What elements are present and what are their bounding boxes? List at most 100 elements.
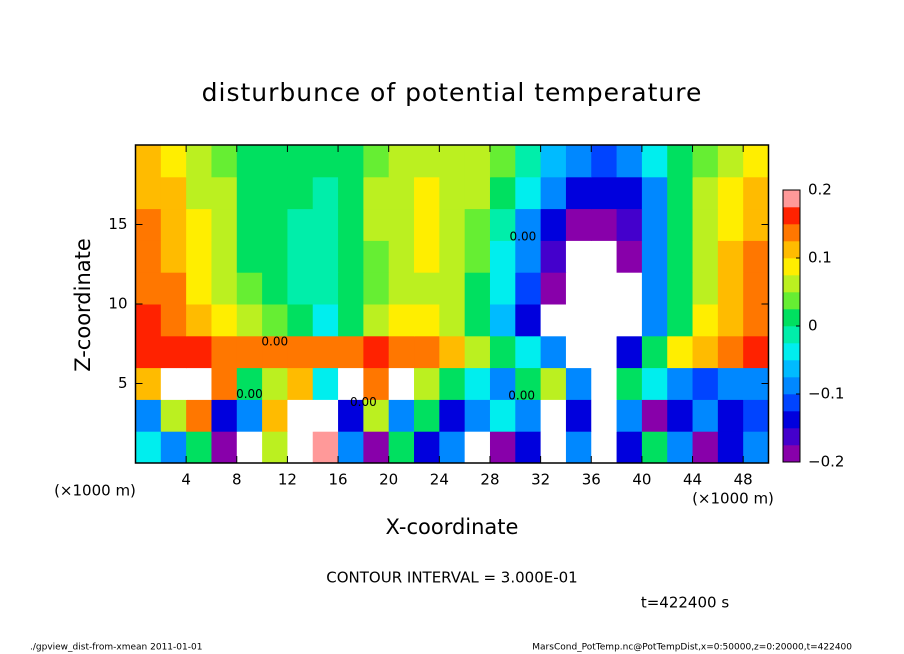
- x-tick-label: 4: [181, 471, 191, 489]
- heatmap-cell: [692, 145, 719, 178]
- colorbar-band: [783, 326, 800, 344]
- heatmap-cell: [211, 272, 238, 305]
- y-tick-label: 5: [118, 374, 128, 392]
- heatmap-cell: [717, 145, 744, 178]
- heatmap-cell: [262, 145, 288, 178]
- heatmap-cell: [312, 399, 339, 432]
- heatmap-cell: [717, 304, 744, 337]
- heatmap-cell: [414, 367, 440, 400]
- heatmap-cell: [135, 399, 162, 432]
- contour-label: 0.00: [508, 389, 535, 403]
- heatmap-cell: [540, 335, 567, 369]
- heatmap-cell: [287, 240, 314, 273]
- heatmap-cell: [743, 145, 769, 178]
- heatmap-cell: [439, 176, 466, 210]
- x-tick-label: 16: [329, 471, 348, 489]
- colorbar-band: [783, 207, 800, 225]
- heatmap-cell: [565, 240, 592, 273]
- heatmap-cell: [236, 431, 263, 464]
- heatmap-cell: [464, 431, 491, 464]
- heatmap-cell: [565, 272, 592, 305]
- heatmap-cell: [135, 272, 162, 305]
- heatmap-cell: [667, 272, 694, 305]
- x-tick-label: 36: [582, 471, 601, 489]
- heatmap-cell: [312, 367, 339, 400]
- heatmap-cell: [641, 431, 668, 464]
- heatmap-cell: [641, 176, 668, 210]
- heatmap-cell: [515, 240, 542, 273]
- heatmap-cell: [641, 335, 668, 369]
- heatmap-cell: [616, 145, 643, 178]
- heatmap-cell: [211, 176, 238, 210]
- heatmap-cell: [236, 145, 263, 178]
- heatmap-cell: [565, 431, 592, 464]
- heatmap-cell: [312, 176, 339, 210]
- heatmap-cell: [692, 176, 719, 210]
- heatmap-cell: [540, 208, 567, 241]
- heatmap-cell: [743, 272, 769, 305]
- heatmap-cell: [287, 208, 314, 241]
- heatmap-cell: [489, 272, 516, 305]
- heatmap-cell: [262, 304, 288, 337]
- heatmap-cell: [262, 399, 288, 432]
- heatmap-cell: [743, 304, 769, 337]
- heatmap-cell: [388, 367, 415, 400]
- heatmap-cell: [464, 240, 491, 273]
- heatmap-cell: [236, 367, 263, 400]
- heatmap-cell: [186, 431, 212, 464]
- heatmap-cell: [338, 208, 364, 241]
- heatmap-cell: [717, 399, 744, 432]
- heatmap-cell: [743, 335, 769, 369]
- heatmap-cell: [489, 208, 516, 241]
- heatmap-cell: [616, 367, 643, 400]
- heatmap-cell: [489, 335, 516, 369]
- heatmap-cell: [186, 304, 212, 337]
- heatmap-cell: [591, 367, 618, 400]
- heatmap-cell: [236, 399, 263, 432]
- heatmap-cell: [287, 304, 314, 337]
- colorbar-band: [783, 428, 800, 446]
- colorbar-band: [783, 411, 800, 429]
- heatmap-cell: [717, 367, 744, 400]
- heatmap-cell: [388, 176, 415, 210]
- heatmap-cell: [262, 240, 288, 273]
- colorbar-band: [783, 292, 800, 310]
- heatmap-cell: [186, 399, 212, 432]
- heatmap-cell: [338, 272, 364, 305]
- colorbar-tick-label: −0.1: [808, 385, 844, 403]
- time-label: t=422400 s: [641, 594, 729, 612]
- heatmap-cell: [489, 431, 516, 464]
- heatmap-cell: [692, 399, 719, 432]
- heatmap-cell: [388, 208, 415, 241]
- heatmap-cell: [439, 272, 466, 305]
- axes: 0.000.000.000.00 0.004 8 12 16 20 24 28 32 36 40 44…: [108, 144, 844, 489]
- heatmap-cell: [717, 272, 744, 305]
- heatmap-cell: [489, 304, 516, 337]
- heatmap-cell: [692, 240, 719, 273]
- y-tick-label: 15: [108, 215, 127, 233]
- heatmap-cell: [211, 399, 238, 432]
- heatmap-cell: [211, 335, 238, 369]
- heatmap-cell: [338, 304, 364, 337]
- heatmap-cell: [135, 304, 162, 337]
- heatmap-cell: [616, 304, 643, 337]
- contour-label: 0.00: [236, 387, 263, 401]
- heatmap-cell: [540, 272, 567, 305]
- colorbar-band: [783, 394, 800, 412]
- x-tick-label: 44: [683, 471, 702, 489]
- heatmap-cell: [515, 272, 542, 305]
- heatmap-cell: [338, 176, 364, 210]
- heatmap-cell: [692, 431, 719, 464]
- heatmap-cell: [616, 240, 643, 273]
- heatmap-cell: [743, 431, 769, 464]
- heatmap-cell: [287, 272, 314, 305]
- heatmap-cell: [565, 335, 592, 369]
- heatmap-cell: [591, 208, 618, 241]
- heatmap-cell: [464, 399, 491, 432]
- heatmap-cell: [667, 399, 694, 432]
- heatmap-cell: [540, 304, 567, 337]
- heatmap-cell: [616, 335, 643, 369]
- heatmap-cell: [186, 367, 212, 400]
- heatmap-cell: [236, 176, 263, 210]
